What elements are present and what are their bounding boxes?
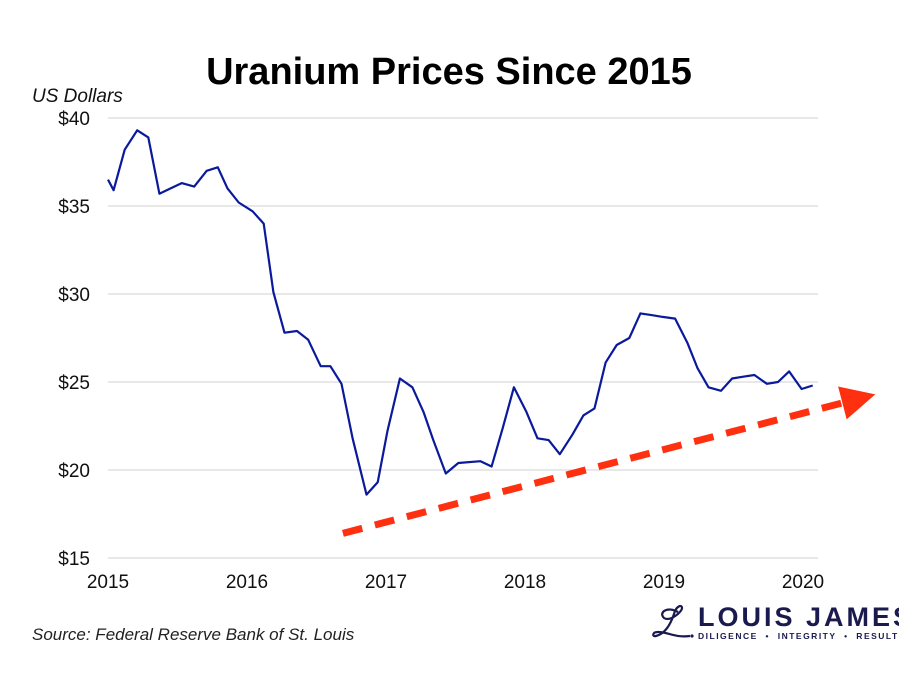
chart-title: Uranium Prices Since 2015 xyxy=(206,51,692,93)
x-tick-label: 2017 xyxy=(365,572,407,593)
y-axis-label: US Dollars xyxy=(32,86,123,107)
x-tick-label: 2019 xyxy=(643,572,685,593)
y-tick-labels: $15 $20 $25 $30 $35 $40 xyxy=(58,109,90,570)
y-tick-label: $20 xyxy=(58,461,90,482)
y-tick-label: $35 xyxy=(58,197,90,218)
trend-arrow-head-icon xyxy=(838,386,876,420)
trend-arrow-shaft xyxy=(342,399,844,537)
y-tick-label: $25 xyxy=(58,373,90,394)
x-tick-label: 2018 xyxy=(504,572,546,593)
logo-name: LOUIS JAMES xyxy=(698,602,899,632)
y-tick-label: $30 xyxy=(58,285,90,306)
gridlines xyxy=(108,117,818,559)
x-tick-labels: 2015 2016 2017 2018 2019 2020 xyxy=(87,572,824,593)
x-tick-label: 2020 xyxy=(782,572,824,593)
y-tick-label: $40 xyxy=(58,109,90,130)
logo-tagline: DILIGENCE • INTEGRITY • RESULTS xyxy=(698,631,899,641)
x-tick-label: 2016 xyxy=(226,572,268,593)
trend-arrow xyxy=(342,386,876,537)
price-line xyxy=(107,129,814,496)
y-tick-label: $15 xyxy=(58,549,90,570)
series-group xyxy=(107,129,814,496)
louis-james-logo: LOUIS JAMES DILIGENCE • INTEGRITY • RESU… xyxy=(652,602,899,641)
source-note: Source: Federal Reserve Bank of St. Loui… xyxy=(32,625,355,644)
x-tick-label: 2015 xyxy=(87,572,129,593)
logo-script-l-icon xyxy=(652,604,691,638)
